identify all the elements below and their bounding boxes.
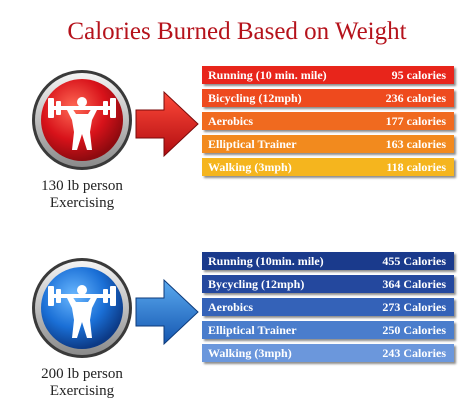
list-item: Walking (3mph) 243 Calories [202,344,454,362]
arrow-right-red-icon [135,90,199,158]
list-item: Running (10 min. mile) 95 calories [202,66,454,84]
calorie-list-130lb: Running (10 min. mile) 95 calories Bicyc… [202,66,454,181]
weightlifter-red-icon [32,70,132,170]
list-item: Walking (3mph) 118 calories [202,158,454,176]
list-item: Bycycling (12mph) 364 Calories [202,275,454,293]
list-item: Aerobics 177 calories [202,112,454,130]
page-title: Calories Burned Based on Weight [67,18,407,45]
arrow-right-blue-icon [135,278,199,346]
list-item: Elliptical Trainer 163 calories [202,135,454,153]
weightlifter-blue-icon [32,258,132,358]
calorie-list-200lb: Running (10min. mile) 455 Calories Bycyc… [202,252,454,367]
list-item: Aerobics 273 Calories [202,298,454,316]
person-200lb: 200 lb person Exercising [22,256,142,400]
list-item: Running (10min. mile) 455 Calories [202,252,454,270]
person-label: 200 lb person Exercising [41,366,123,399]
person-130lb: 130 lb person Exercising [22,68,142,212]
list-item: Elliptical Trainer 250 Calories [202,321,454,339]
list-item: Bicycling (12mph) 236 calories [202,89,454,107]
person-label: 130 lb person Exercising [41,178,123,211]
